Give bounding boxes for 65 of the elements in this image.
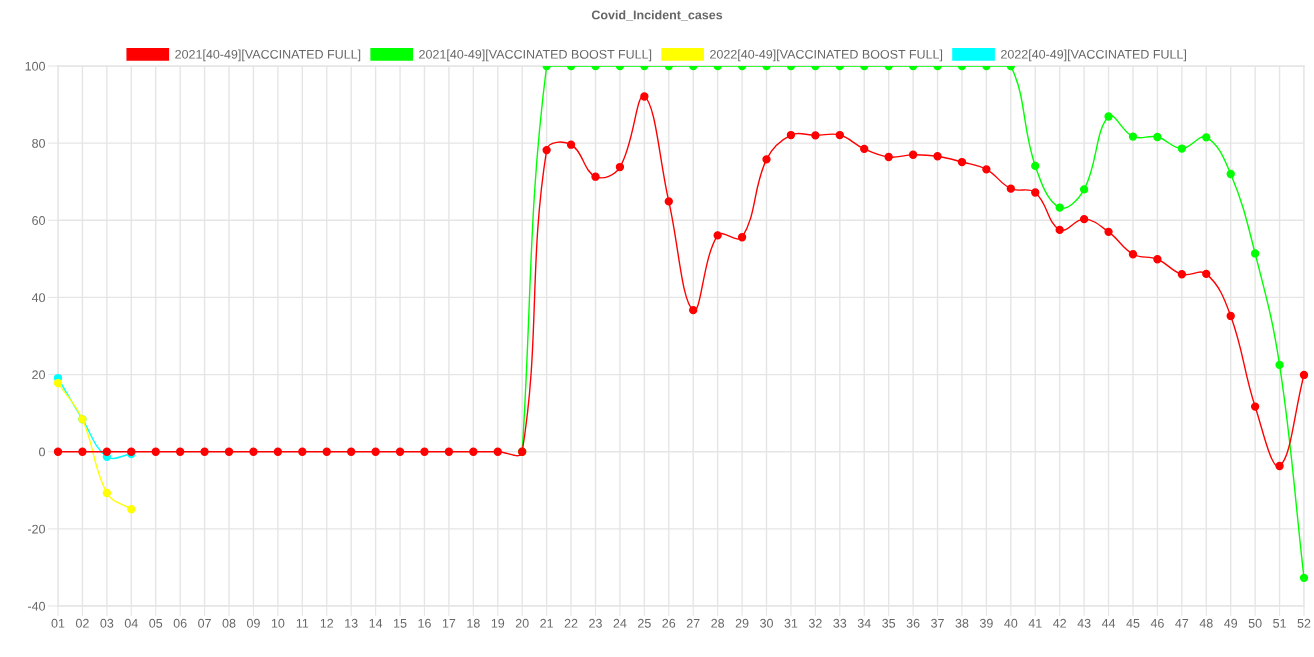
x-tick-label: 46	[1150, 618, 1164, 628]
legend-label: 2022[40-49][VACCINATED FULL]	[1001, 49, 1186, 62]
x-tick-label: 22	[564, 618, 578, 628]
x-tick-label: 18	[467, 618, 480, 628]
x-tick-label: 24	[613, 618, 627, 628]
x-tick-label: 48	[1199, 618, 1213, 628]
x-tick-label: 03	[100, 618, 114, 628]
x-tick-label: 14	[369, 618, 383, 628]
chart-title: Covid_Incident_cases	[591, 10, 723, 21]
x-tick-label: 33	[833, 618, 847, 628]
x-tick-label: 45	[1126, 618, 1140, 628]
x-tick-label: 34	[857, 618, 871, 628]
x-tick-label: 16	[418, 618, 431, 628]
y-tick-label: 40	[31, 293, 46, 303]
y-tick-label: 60	[32, 216, 46, 225]
x-tick-label: 07	[198, 618, 211, 628]
x-tick-label: 37	[931, 618, 944, 628]
x-tick-label: 12	[320, 618, 334, 628]
x-tick-label: 21	[540, 618, 553, 628]
x-tick-label: 40	[1004, 618, 1018, 628]
x-tick-label: 17	[442, 618, 456, 628]
legend-label: 2021[40-49][VACCINATED FULL]	[175, 49, 361, 62]
x-tick-label: 01	[51, 618, 65, 628]
x-tick-label: 11	[296, 618, 309, 628]
x-tick-label: 41	[1028, 618, 1042, 628]
legend-label: 2022[40-49][VACCINATED BOOST FULL]	[710, 49, 943, 62]
y-tick-label: 100	[25, 61, 46, 71]
x-tick-label: 38	[955, 618, 969, 628]
x-tick-label: 04	[124, 618, 138, 628]
x-tick-label: 50	[1248, 618, 1262, 628]
x-tick-label: 13	[345, 618, 358, 628]
y-tick-label: 80	[32, 138, 46, 148]
x-tick-label: 32	[808, 618, 822, 628]
x-tick-label: 35	[882, 618, 896, 628]
x-tick-label: 39	[979, 618, 993, 628]
x-tick-label: 19	[491, 618, 505, 628]
x-tick-label: 30	[760, 618, 773, 628]
x-tick-label: 49	[1224, 618, 1238, 628]
legend-label: 2021[40-49][VACCINATED BOOST FULL]	[419, 49, 652, 62]
x-tick-label: 02	[75, 618, 89, 628]
x-tick-label: 44	[1101, 618, 1116, 628]
y-tick-label: 0	[39, 447, 46, 457]
y-tick-label: 20	[32, 370, 46, 380]
x-tick-label: 05	[149, 618, 163, 628]
x-tick-label: 26	[662, 618, 676, 628]
y-tick-label: -20	[27, 524, 46, 534]
x-tick-label: 08	[222, 618, 236, 628]
x-tick-label: 27	[686, 618, 700, 628]
x-tick-label: 09	[246, 618, 260, 628]
x-tick-label: 23	[589, 618, 602, 628]
x-tick-label: 52	[1297, 618, 1311, 628]
x-tick-label: 42	[1053, 618, 1067, 628]
x-tick-label: 20	[515, 618, 529, 628]
x-tick-label: 43	[1077, 618, 1091, 628]
x-tick-label: 28	[711, 618, 725, 628]
x-tick-label: 31	[784, 618, 798, 628]
y-tick-label: -40	[27, 601, 46, 611]
x-tick-label: 06	[173, 618, 187, 628]
x-tick-label: 15	[394, 618, 407, 628]
x-tick-label: 51	[1273, 618, 1286, 628]
x-tick-label: 47	[1175, 618, 1189, 628]
x-tick-label: 25	[638, 618, 651, 628]
x-tick-label: 36	[906, 618, 920, 628]
x-tick-label: 29	[735, 618, 749, 628]
x-tick-label: 10	[271, 618, 285, 628]
